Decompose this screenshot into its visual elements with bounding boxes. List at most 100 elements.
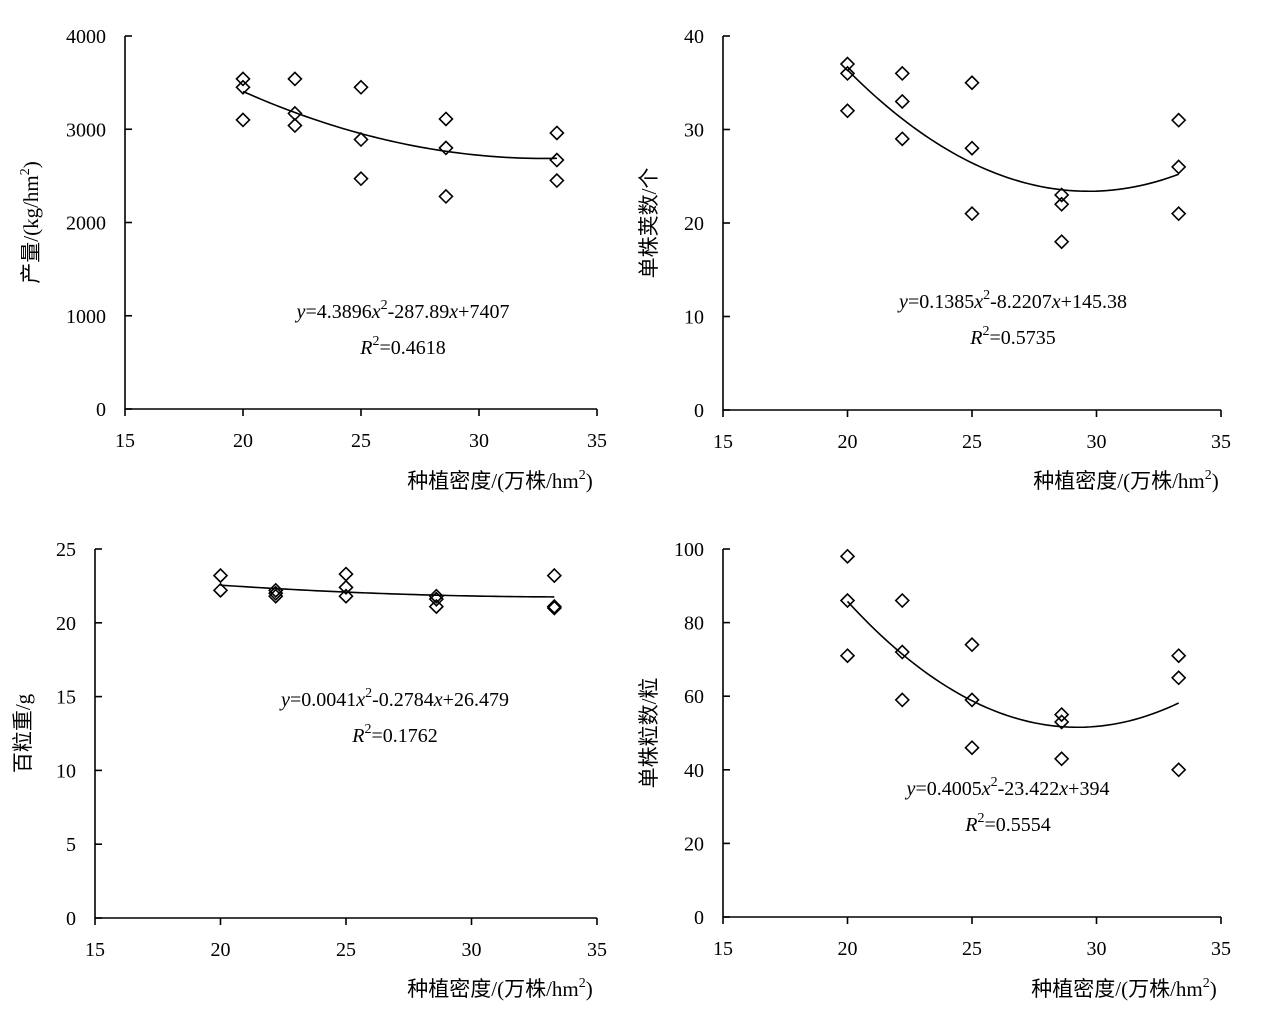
chart-2-point-12: [546, 598, 562, 615]
chart-3-y-tick-label-0: 0: [694, 907, 704, 929]
chart-3-y-axis-title: 单株粒数/粒: [637, 678, 661, 789]
chart-2-fit-curve: [220, 584, 555, 598]
chart-3-x-axis-title: 种植密度/(万株/hm2): [1031, 976, 1217, 1001]
chart-1-x-tick-label-4: 35: [1211, 431, 1231, 453]
chart-0-point-14: [549, 172, 565, 189]
chart-2-y-tick-label-2: 10: [56, 760, 76, 782]
chart-1-point-1: [839, 65, 856, 82]
chart-0-x-tick-label-2: 25: [351, 430, 371, 452]
chart-0-x-tick-label-1: 20: [233, 430, 253, 452]
chart-2-r-squared: R2=0.1762: [351, 722, 438, 747]
chart-3-r-squared: R2=0.5554: [964, 811, 1051, 836]
chart-2-y-tick-label-0: 0: [66, 908, 76, 930]
chart-0-y-tick-label-2: 2000: [66, 213, 106, 235]
chart-1-y-tick-label-4: 40: [684, 26, 704, 48]
chart-2-x-tick-label-0: 15: [85, 939, 105, 961]
chart-3-y-tick-label-3: 60: [684, 686, 704, 708]
chart-1-point-2: [839, 103, 856, 119]
chart-3-x-tick-label-4: 35: [1211, 938, 1231, 960]
chart-1-point-3: [894, 65, 910, 82]
chart-2-point-0: [212, 567, 229, 584]
chart-3-x-tick-label-0: 15: [713, 938, 733, 960]
chart-3-point-12: [1171, 648, 1187, 664]
chart-2-y-tick-label-4: 20: [56, 613, 76, 635]
chart-2-y-tick-label-1: 5: [66, 834, 76, 856]
chart-3-point-4: [894, 644, 910, 660]
chart-1-x-tick-label-2: 25: [962, 431, 982, 453]
chart-1-x-tick-label-3: 30: [1087, 431, 1107, 453]
chart-0-r-squared: R2=0.4618: [359, 334, 446, 359]
chart-1-x-axis-title: 种植密度/(万株/hm2): [1033, 468, 1219, 493]
chart-1-point-0: [839, 56, 856, 72]
chart-3-fit-curve: [846, 600, 1180, 729]
chart-0-point-10: [438, 140, 454, 156]
chart-0: 15 20 25 30 35 0 1000 2000 3000 4000 种植密度/(万株/hm2)…: [18, 26, 607, 493]
chart-1-y-tick-label-2: 20: [684, 213, 704, 235]
chart-0-point-0: [235, 71, 251, 87]
chart-2: 15 20 25 30 35 0 5 10 15 20 25 种植密度/(万株/hm2) 百粒重/g y=…: [11, 539, 607, 1001]
chart-3-point-5: [894, 692, 910, 708]
chart-1-y-tick-label-0: 0: [694, 400, 704, 422]
chart-3-y-tick-label-4: 80: [684, 613, 704, 635]
chart-2-x-axis-title: 种植密度/(万株/hm2): [407, 976, 593, 1001]
chart-1-point-6: [964, 75, 980, 91]
chart-0-y-tick-label-0: 0: [96, 399, 106, 421]
chart-2-y-axis-title: 百粒重/g: [11, 693, 35, 773]
chart-1-point-12: [1171, 112, 1187, 128]
chart-3-point-11: [1054, 751, 1070, 767]
chart-0-point-3: [287, 71, 303, 87]
chart-3-point-1: [839, 592, 856, 609]
chart-1-point-5: [894, 131, 910, 147]
chart-0-point-2: [235, 112, 251, 128]
chart-3-equation: y=0.4005x2-23.422x+394: [905, 775, 1110, 800]
chart-1: 15 20 25 30 35 0 10 20 30 40 种植密度/(万株/hm2) 单株荚数/个 y=…: [637, 26, 1231, 493]
chart-2-point-3: [268, 585, 284, 601]
chart-2-point-2: [268, 582, 284, 598]
chart-0-point-12: [549, 125, 565, 141]
chart-1-point-8: [964, 206, 980, 222]
chart-0-x-axis-title: 种植密度/(万株/hm2): [407, 468, 593, 493]
chart-1-point-10: [1054, 196, 1070, 212]
chart-3-point-0: [839, 548, 856, 564]
chart-3-y-tick-label-1: 20: [684, 833, 704, 855]
chart-2-equation: y=0.0041x2-0.2784x+26.479: [279, 686, 509, 711]
chart-3-point-8: [964, 740, 980, 756]
chart-0-point-9: [438, 111, 454, 127]
chart-3-point-3: [894, 592, 910, 609]
chart-2-point-1: [212, 582, 229, 598]
chart-0-y-tick-label-3: 3000: [66, 119, 106, 141]
chart-3-point-13: [1171, 670, 1187, 686]
chart-1-point-14: [1171, 206, 1187, 222]
chart-1-y-tick-label-3: 30: [684, 120, 704, 142]
chart-3-y-tick-label-5: 100: [674, 539, 704, 561]
chart-1-point-7: [964, 140, 980, 156]
chart-3-x-tick-label-1: 20: [838, 938, 858, 960]
chart-0-point-7: [353, 131, 369, 148]
chart-2-x-tick-label-1: 20: [211, 939, 231, 961]
chart-3-point-6: [964, 637, 980, 653]
chart-0-x-tick-label-4: 35: [587, 430, 607, 452]
chart-0-y-tick-label-4: 4000: [66, 26, 106, 48]
chart-1-y-axis-title: 单株荚数/个: [637, 168, 661, 279]
chart-0-x-tick-label-3: 30: [469, 430, 489, 452]
chart-2-point-5: [338, 566, 354, 582]
chart-0-y-axis-title: 产量/(kg/hm2): [18, 161, 43, 284]
chart-2-point-11: [546, 567, 562, 584]
chart-3-point-9: [1054, 706, 1070, 723]
chart-2-point-9: [428, 591, 444, 607]
chart-0-point-1: [235, 79, 251, 95]
chart-1-y-tick-label-1: 10: [684, 307, 704, 329]
chart-2-point-6: [338, 579, 354, 596]
chart-2-point-13: [546, 600, 562, 616]
chart-3-x-tick-label-3: 30: [1087, 938, 1107, 960]
chart-1-point-9: [1054, 187, 1070, 203]
chart-0-equation: y=4.3896x2-287.89x+7407: [295, 298, 510, 323]
chart-1-equation: y=0.1385x2-8.2207x+145.38: [897, 288, 1127, 313]
chart-0-point-6: [353, 79, 369, 95]
chart-2-point-4: [268, 588, 284, 604]
chart-2-point-7: [338, 588, 354, 604]
chart-3: 15 20 25 30 35 0 20 40 60 80 100 种植密度/(万株/hm2) 单株粒数/…: [637, 539, 1231, 1001]
chart-3-point-7: [964, 692, 980, 708]
chart-2-point-10: [428, 598, 444, 615]
